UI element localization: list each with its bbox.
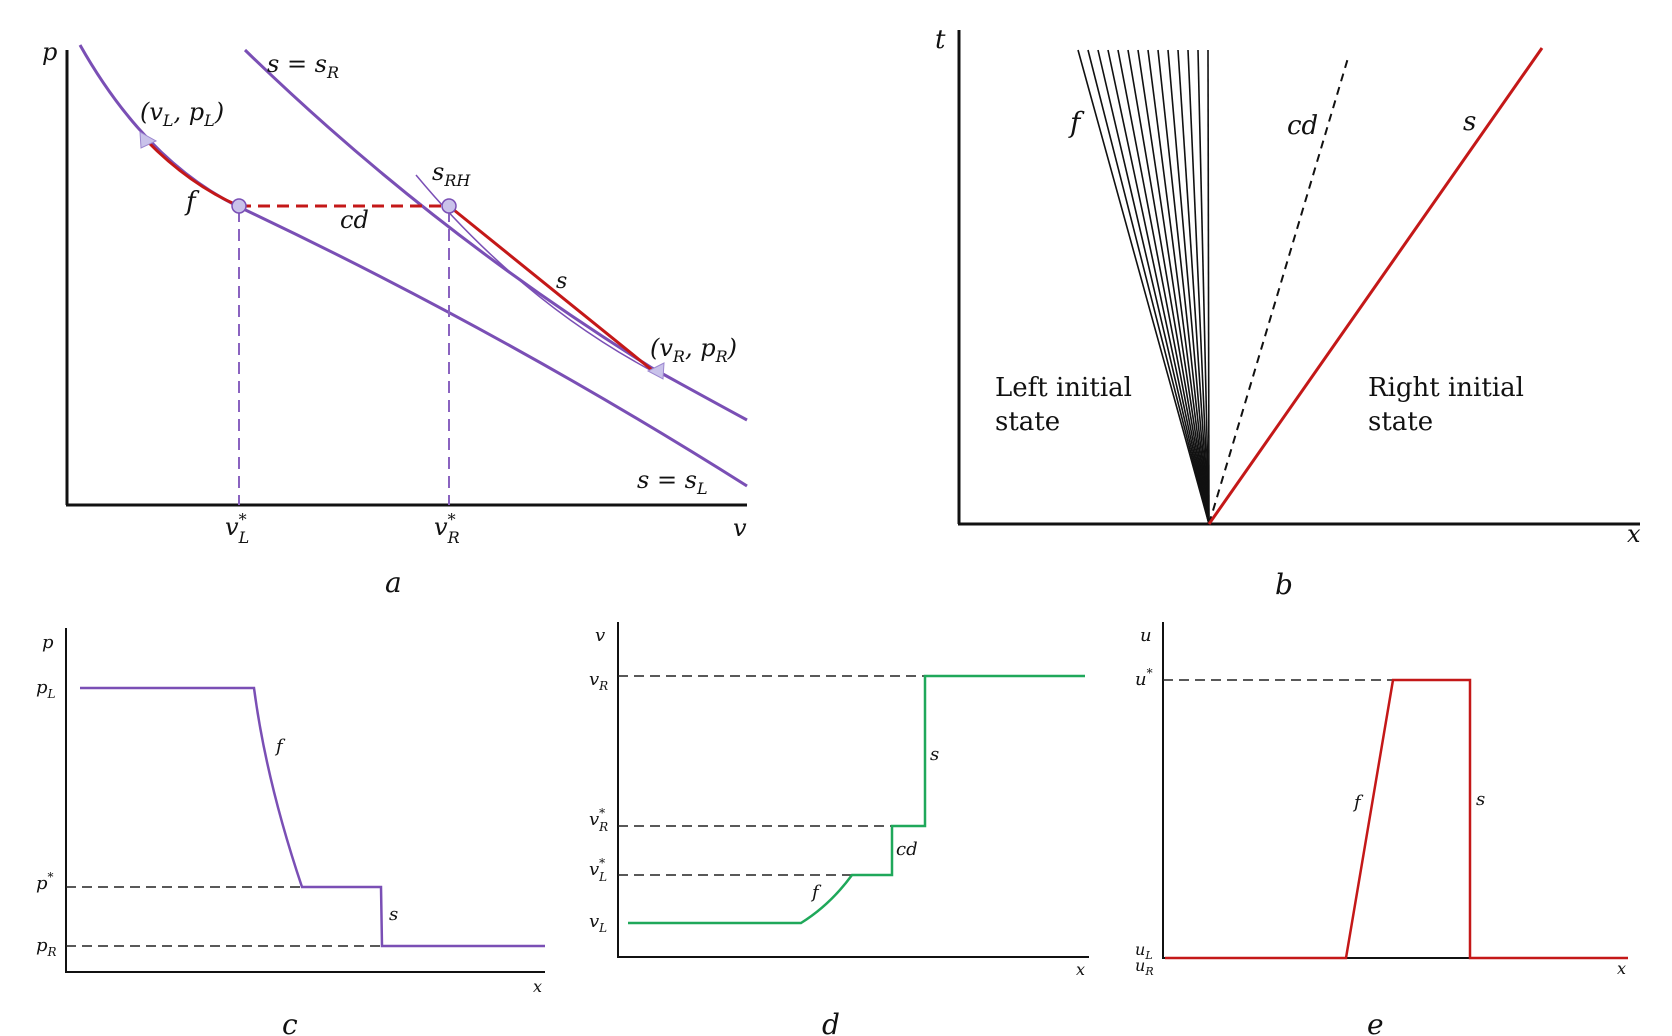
fan-ray — [1207, 49, 1210, 525]
uR-tick: uR — [1135, 956, 1154, 978]
hugoniot-label: sRH — [432, 158, 471, 190]
panel-c-caption: c — [282, 1008, 298, 1036]
right-state-marker — [646, 362, 665, 380]
panel-e-x-label: x — [1617, 959, 1626, 978]
panel-d-y-label: v — [595, 625, 605, 646]
panel-e-fan-label: f — [1352, 792, 1364, 813]
right-star-point — [441, 198, 457, 214]
panel-d-fan-label: f — [810, 882, 822, 903]
panel-b-contact-label: cd — [1287, 111, 1318, 141]
uL-tick: uL — [1135, 940, 1153, 962]
left-state-marker — [139, 131, 158, 149]
panel-b-caption: b — [1275, 568, 1293, 601]
isentrope-left-curve — [78, 44, 748, 488]
rarefaction-path — [144, 138, 240, 208]
fan-ray — [1177, 49, 1210, 525]
panel-c: p x pL p* pR f s c — [36, 628, 545, 1036]
panel-d-caption: d — [822, 1008, 840, 1036]
panel-b: t x f cd s Left initial state Right init… — [935, 25, 1641, 601]
isentrope-right-curve — [243, 48, 748, 422]
u-star-tick: u* — [1135, 666, 1153, 690]
right-region-label-line1: Right initial — [1368, 373, 1524, 403]
fan-ray — [1097, 49, 1210, 525]
fan-ray — [1127, 49, 1210, 525]
panel-c-x-label: x — [533, 977, 542, 996]
p-star-tick: p* — [36, 870, 54, 894]
shock-line — [1207, 47, 1544, 525]
panel-a-y-label: p — [42, 38, 57, 66]
vR-star-tick: v* R — [434, 510, 460, 547]
panel-e: u x u* uL uR f s e — [1135, 622, 1628, 1036]
vL-star-tick-d: v* L — [589, 856, 607, 884]
isentrope-right-label: s = sR — [267, 50, 339, 82]
panel-a-fan-label: f — [184, 187, 200, 217]
left-state-label: (vL, pL) — [140, 98, 224, 130]
panel-a-shock-label: s — [556, 269, 567, 294]
left-region-label-line1: Left initial — [995, 373, 1132, 403]
fan-ray — [1087, 49, 1210, 525]
volume-profile — [628, 674, 1085, 925]
panel-a-caption: a — [385, 566, 402, 599]
panel-a: p v s = sR s = sL sRH (vL, pL) (vR, pR) … — [42, 38, 748, 599]
right-state-label: (vR, pR) — [650, 334, 737, 366]
panel-c-shock-label: s — [389, 904, 398, 925]
vR-tick: vR — [589, 669, 608, 693]
panel-e-shock-label: s — [1476, 789, 1485, 810]
fan-ray — [1107, 49, 1210, 525]
pR-tick: pR — [36, 935, 57, 959]
panel-d-x-label: x — [1076, 960, 1085, 979]
panel-a-x-label: v — [733, 514, 747, 542]
vR-star-tick-d: v* R — [589, 806, 608, 834]
panel-a-contact-label: cd — [340, 206, 369, 234]
velocity-profile — [1165, 678, 1628, 960]
pL-tick: pL — [36, 677, 56, 701]
fan-ray — [1137, 49, 1210, 525]
panel-b-x-label: x — [1627, 520, 1641, 548]
vL-star-tick: v* L — [225, 510, 249, 547]
fan-ray — [1187, 49, 1210, 525]
panel-d-shock-label: s — [930, 744, 939, 765]
fan-ray — [1147, 49, 1210, 525]
panel-b-y-label: t — [935, 25, 946, 55]
fan-ray — [1157, 49, 1210, 525]
panel-c-y-label: p — [42, 632, 54, 653]
fan-ray — [1117, 49, 1210, 525]
rarefaction-fan — [1077, 49, 1210, 525]
right-region-label-line2: state — [1368, 407, 1433, 437]
fan-ray — [1167, 49, 1210, 525]
panel-b-shock-label: s — [1463, 107, 1476, 137]
shock-path — [448, 204, 653, 372]
fan-ray — [1197, 49, 1210, 525]
fan-ray — [1077, 49, 1210, 525]
vL-tick: vL — [589, 911, 607, 935]
left-region-label-line2: state — [995, 407, 1060, 437]
pressure-profile — [80, 686, 545, 948]
isentrope-left-label: s = sL — [637, 466, 708, 498]
left-star-point — [231, 198, 247, 214]
panel-d: v x vR v* R v* L vL f cd s d — [589, 622, 1089, 1036]
panel-b-fan-label: f — [1068, 106, 1085, 139]
panel-c-fan-label: f — [274, 736, 286, 757]
panel-e-caption: e — [1367, 1008, 1384, 1036]
panel-e-y-label: u — [1140, 625, 1152, 646]
panel-d-contact-label: cd — [896, 839, 918, 860]
contact-line — [1208, 57, 1349, 525]
